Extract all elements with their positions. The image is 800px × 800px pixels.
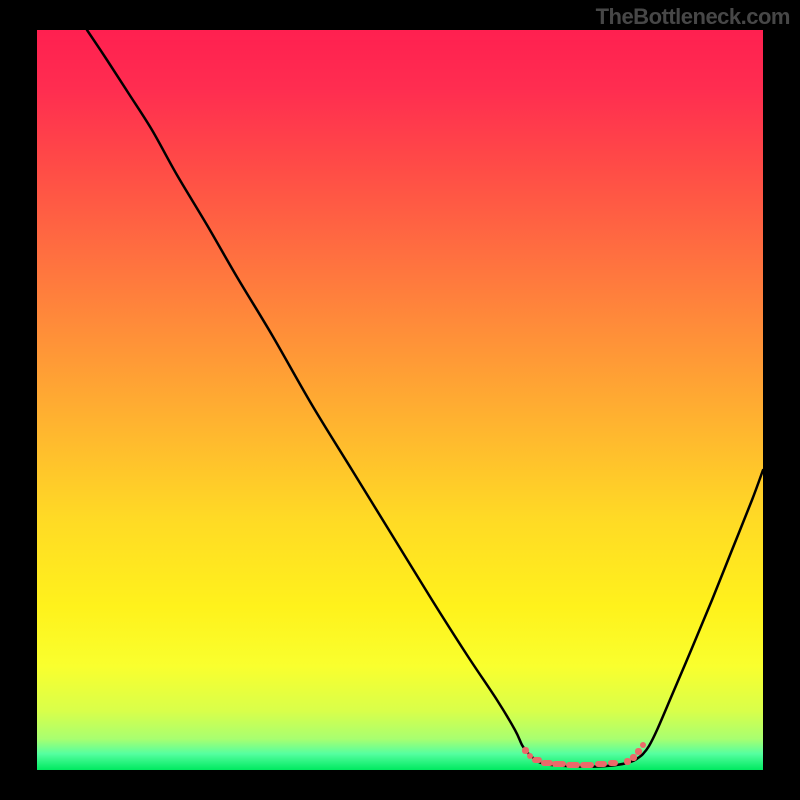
optimal-marker [630,754,637,761]
bottleneck-curve [37,30,763,770]
optimal-marker [580,762,594,768]
optimal-marker [595,761,607,767]
optimal-marker [635,748,642,755]
optimal-marker [608,760,618,766]
optimal-marker [552,761,566,767]
watermark-text: TheBottleneck.com [596,4,790,30]
chart-container: TheBottleneck.com [0,0,800,800]
plot-area [37,30,763,770]
optimal-marker [522,747,529,754]
optimal-marker [566,762,580,768]
optimal-marker [640,742,646,748]
